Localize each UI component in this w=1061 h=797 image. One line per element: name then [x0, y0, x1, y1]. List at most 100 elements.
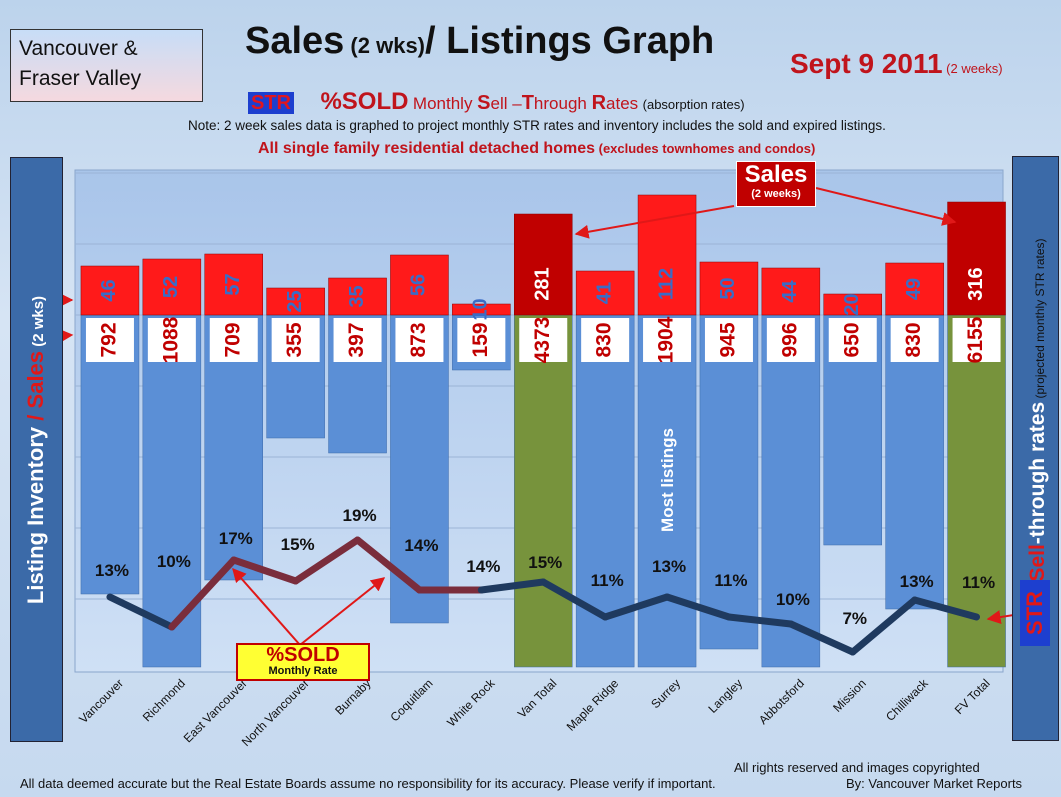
pct-sold-label: 14%	[404, 536, 438, 555]
sold-callout-title: %SOLD	[266, 644, 340, 666]
pct-sold-segment	[168, 556, 238, 631]
listing-label-box	[952, 318, 1001, 362]
x-tick-label: Chilliwack	[883, 676, 931, 724]
x-tick-label: Surrey	[648, 676, 683, 711]
listing-label-box	[766, 318, 815, 362]
listing-label-box	[828, 318, 877, 362]
listing-bar	[761, 314, 821, 668]
x-tick-label: Van Total	[515, 676, 560, 721]
listing-value-label: 873	[407, 322, 430, 357]
title-sub: (2 wks)	[344, 33, 426, 58]
sales-value-label: 50	[717, 277, 739, 299]
sales-bar	[699, 261, 759, 316]
pct-sold-label: 10%	[157, 552, 191, 571]
listing-value-label: 945	[716, 322, 739, 357]
most-listings-label: Most listings	[658, 428, 677, 532]
sales-callout: Sales (2 weeks)	[736, 161, 816, 207]
x-tick-label: Abbotsford	[756, 676, 807, 727]
listing-value-label: 792	[97, 322, 120, 357]
region-box: Vancouver & Fraser Valley	[10, 29, 203, 102]
subtitle: All single family residential detached h…	[258, 140, 815, 158]
listing-label-box	[581, 318, 630, 362]
listing-bar	[699, 314, 759, 650]
sales-value-label: 52	[160, 276, 182, 298]
pct-sold-label: 11%	[591, 571, 624, 590]
title-main: Sales	[245, 20, 345, 62]
x-tick-label: White Rock	[444, 676, 498, 730]
sales-value-label: 20	[841, 293, 863, 315]
x-tick-label: Vancouver	[76, 676, 126, 726]
pct-sold-segment	[849, 596, 919, 656]
note-text: Note: 2 week sales data is graphed to pr…	[188, 118, 886, 133]
pct-sold-segment	[601, 593, 671, 621]
pct-sold-segment	[292, 536, 362, 585]
left-axis-label: Listing Inventory / Sales (2 wks)	[23, 295, 48, 605]
sales-bar	[80, 265, 140, 316]
pct-sold-label: 19%	[343, 506, 377, 525]
listing-label-box	[519, 318, 568, 362]
listing-label-box	[147, 318, 196, 362]
x-tick-label: FV Total	[952, 676, 993, 717]
x-tick-label: Mission	[830, 676, 869, 715]
listing-value-label: 6155	[964, 316, 987, 363]
sales-bar	[947, 201, 1006, 316]
pct-sold-label: 10%	[776, 590, 810, 609]
sales-callout-title: Sales	[744, 161, 808, 188]
title-tail: / Listings Graph	[425, 20, 715, 62]
listing-value-label: 1088	[159, 316, 182, 363]
subtitle-sub: (excludes townhomes and condos)	[595, 141, 816, 156]
pct-sold-label: 11%	[962, 573, 995, 592]
listing-label-box	[704, 318, 753, 362]
str-legend-line: STR %SOLD Monthly Sell –Through Rates (a…	[248, 88, 745, 116]
pct-sold-label: 15%	[528, 553, 562, 572]
x-tick-label: Langley	[705, 676, 745, 716]
x-tick-label: Coquitlam	[387, 676, 435, 724]
sales-value-label: 316	[965, 267, 987, 300]
absorption-label: (absorption rates)	[642, 97, 745, 112]
footer-disclaimer: All data deemed accurate but the Real Es…	[20, 776, 716, 791]
sales-arrow-van	[574, 205, 735, 239]
pct-sold-segment	[787, 620, 857, 656]
pct-sold-label: 13%	[95, 561, 129, 580]
sales-bar	[885, 262, 944, 316]
listing-bar	[885, 314, 944, 610]
listing-value-label: 709	[221, 322, 244, 357]
pct-sold-segment	[663, 593, 733, 621]
monthly-str-label: Monthly Sell –Through Rates	[412, 92, 639, 114]
footer-by: By: Vancouver Market Reports	[846, 776, 1023, 791]
x-tick-label: Richmond	[140, 676, 188, 724]
sales-bar	[390, 254, 449, 316]
listing-label-box	[271, 318, 320, 362]
sales-callout-sub: (2 weeks)	[751, 188, 801, 200]
listing-value-label: 355	[283, 322, 306, 357]
listing-value-label: 830	[593, 322, 616, 357]
pct-sold-segment	[725, 613, 795, 628]
listing-label-box	[333, 318, 382, 362]
sales-bar	[142, 258, 202, 316]
sold-arrow-1	[232, 567, 301, 646]
sales-bar	[514, 213, 573, 316]
left-axis-panel	[10, 157, 63, 742]
sold-callout-sub: Monthly Rate	[268, 665, 338, 677]
sales-value-label: 25	[284, 290, 306, 312]
listing-value-label: 650	[840, 322, 863, 357]
region-line-2: Fraser Valley	[19, 67, 142, 90]
page-title: Sales (2 wks)/ Listings Graph	[245, 20, 714, 63]
sales-value-label: 112	[655, 268, 677, 300]
pct-sold-segment	[911, 596, 981, 621]
sales-bar	[266, 287, 325, 316]
listing-label-box	[890, 318, 939, 362]
x-tick-label: North Vancouver	[239, 676, 312, 749]
report-date: Sept 9 2011 (2 weeks)	[790, 48, 1003, 80]
listing-label-box	[209, 318, 258, 362]
pct-sold-label: 13%	[900, 572, 934, 591]
pct-sold-label: 17%	[219, 529, 253, 548]
sales-bar	[761, 267, 821, 316]
pct-sold-label: 11%	[714, 571, 747, 590]
sales-bar	[575, 270, 635, 316]
pct-sold-label: 7%	[842, 609, 867, 628]
sales-value-label: 41	[593, 282, 615, 304]
